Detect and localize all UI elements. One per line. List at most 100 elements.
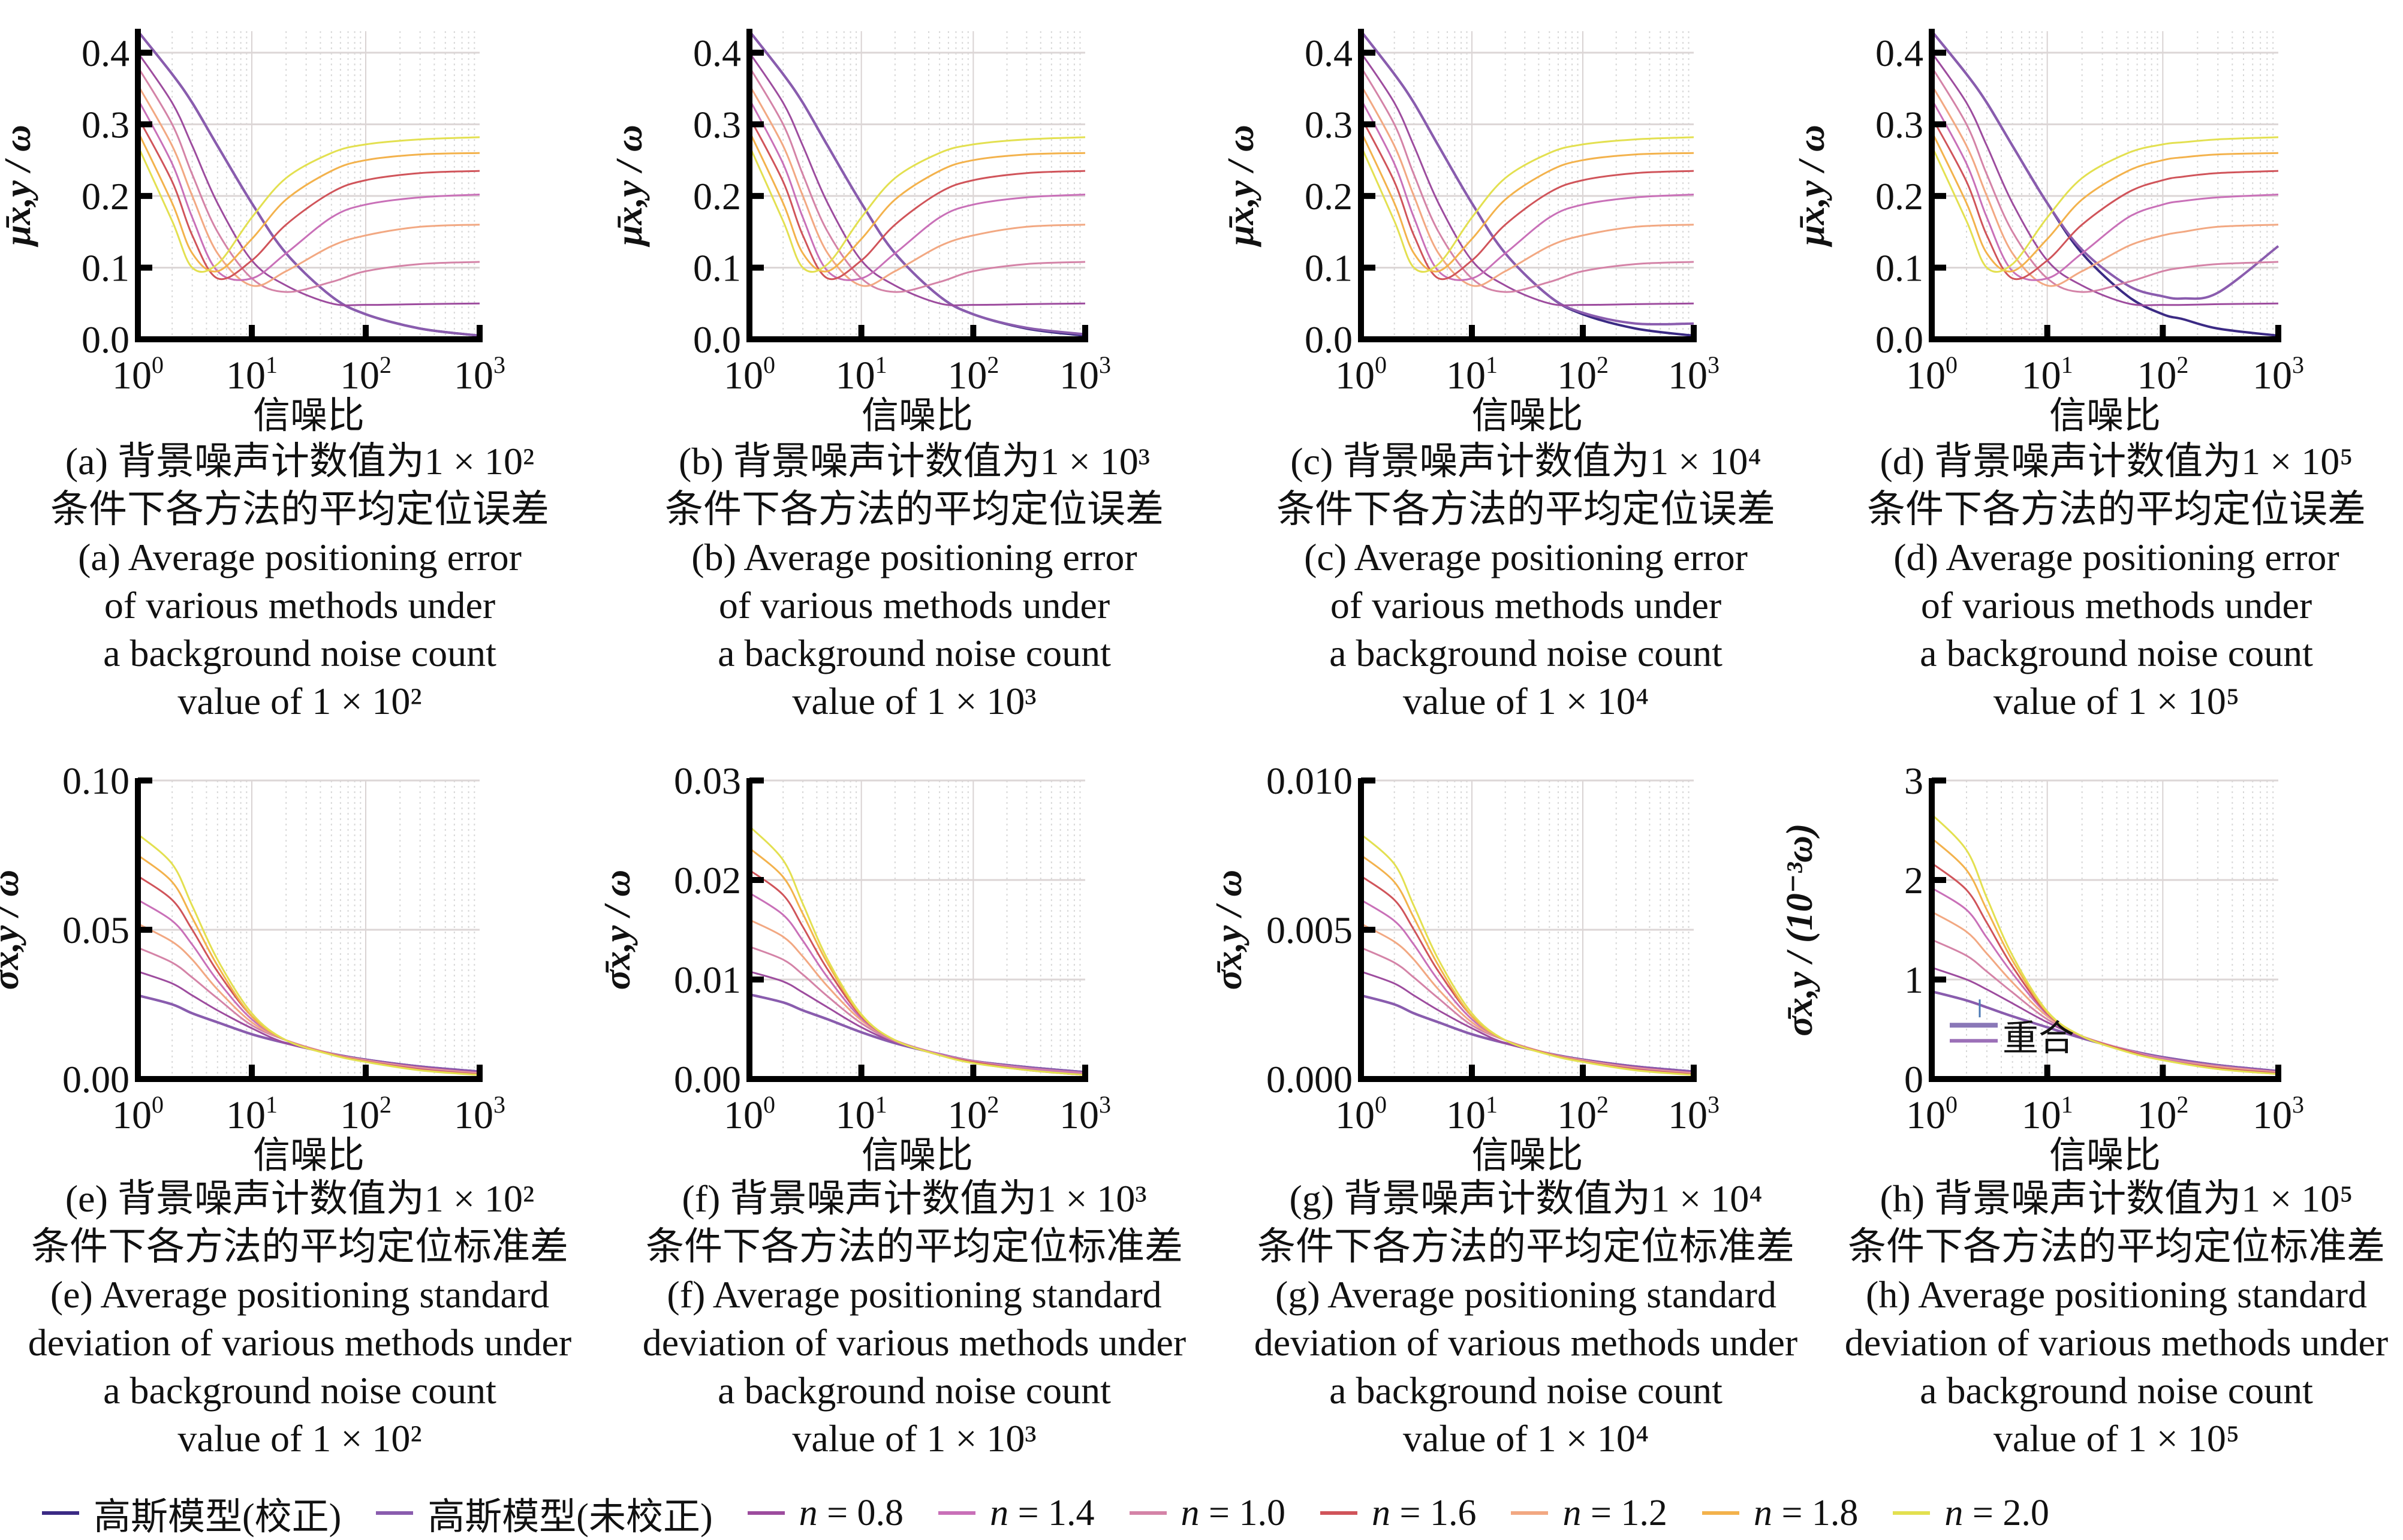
- series-line: [1360, 30, 1694, 326]
- chart-panel-h: 0 1 2 3 100 101 102 103 信噪比 σ̄x,y / (10⁻³ω) 重合: [1779, 760, 2304, 1176]
- y-axis-label: σ̄x,y / ω: [0, 870, 26, 990]
- y-tick-label: 0.4: [693, 32, 741, 74]
- chart-panel-b: 0.0 0.1 0.2 0.3 0.4 100 101 102 103 信噪比 μ̄x,y / ω: [609, 29, 1111, 436]
- series-line: [1931, 116, 2279, 281]
- y-tick-label: 0.4: [1875, 32, 1923, 74]
- y-axis-label: μ̄x,y / ω: [609, 125, 650, 248]
- series-line: [749, 945, 1086, 1074]
- series-line: [749, 993, 1086, 1074]
- y-tick-label: 2: [1904, 859, 1923, 902]
- y-tick-label: 0.00: [62, 1058, 130, 1101]
- legend-swatch: [1893, 1511, 1931, 1515]
- x-axis-label: 信噪比: [2049, 396, 2161, 436]
- caption-en-line: of various methods under: [1330, 584, 1722, 626]
- series-line: [748, 825, 1086, 1076]
- caption-en-line: deviation of various methods under: [642, 1321, 1187, 1364]
- series-line: [137, 84, 480, 287]
- caption-en-line: (b) Average positioning error: [691, 536, 1137, 578]
- x-axis-label: 信噪比: [253, 1135, 365, 1176]
- legend-swatch: [42, 1511, 79, 1515]
- series-line: [1360, 994, 1694, 1073]
- caption-c: (c) 背景噪声计数值为1 × 10⁴ 条件下各方法的平均定位误差 (c) Aver…: [1226, 438, 1826, 725]
- legend-label: n = 1.0: [1181, 1492, 1285, 1533]
- series-line: [137, 67, 480, 293]
- series-line: [748, 52, 1086, 306]
- x-tick-label: 101: [226, 1091, 278, 1137]
- caption-zh-line: 条件下各方法的平均定位误差: [1276, 488, 1775, 531]
- series-line: [1931, 67, 2279, 293]
- series-line: [749, 971, 1086, 1074]
- x-tick-label: 103: [1668, 351, 1720, 397]
- legend-swatch: [1511, 1511, 1549, 1515]
- caption-h: (h) 背景噪声计数值为1 × 10⁵ 条件下各方法的平均定位标准差 (h) Ave…: [1817, 1175, 2403, 1463]
- series-line: [748, 67, 1086, 293]
- caption-en-line: of various methods under: [104, 584, 496, 626]
- x-tick-label: 102: [1557, 1091, 1609, 1137]
- series-line: [1360, 52, 1694, 306]
- x-tick-label: 102: [2137, 1091, 2188, 1137]
- chart-panel-a: 0.0 0.1 0.2 0.3 0.4 100 101 102 103 信噪比 μ̄x,y / ω: [0, 29, 505, 436]
- y-tick-label: 0.03: [674, 760, 741, 802]
- series-line: [1360, 947, 1694, 1074]
- x-tick-label: 101: [226, 351, 278, 397]
- series-line: [137, 994, 480, 1073]
- series-line: [1360, 971, 1694, 1074]
- caption-en-line: value of 1 × 10⁵: [1993, 1417, 2240, 1460]
- series-line: [1360, 131, 1694, 273]
- y-tick-label: 0.0: [82, 318, 130, 361]
- y-tick-label: 0.01: [674, 959, 741, 1001]
- legend-item: n = 0.8: [747, 1492, 904, 1535]
- legend-item: n = 1.2: [1511, 1492, 1667, 1535]
- caption-en-line: value of 1 × 10³: [792, 1417, 1037, 1460]
- caption-a: (a) 背景噪声计数值为1 × 10² 条件下各方法的平均定位误差 (a) Aver…: [0, 438, 600, 725]
- caption-en-line: (d) Average positioning error: [1893, 536, 2339, 578]
- caption-en-line: a background noise count: [103, 1369, 496, 1412]
- series-line: [1931, 911, 2279, 1074]
- caption-en-line: a background noise count: [103, 632, 496, 674]
- series-line: [1931, 136, 2279, 273]
- caption-en-line: value of 1 × 10⁴: [1402, 1417, 1649, 1460]
- caption-zh-line: 条件下各方法的平均定位误差: [1867, 488, 2366, 531]
- series-line: [748, 30, 1086, 336]
- caption-en-line: value of 1 × 10²: [177, 1417, 422, 1460]
- caption-zh-line: (a) 背景噪声计数值为1 × 10²: [65, 440, 535, 483]
- legend-item: n = 1.4: [938, 1492, 1095, 1535]
- legend-item: n = 1.6: [1320, 1492, 1476, 1535]
- series-line: [748, 131, 1086, 273]
- x-tick-label: 102: [947, 1091, 999, 1137]
- caption-en-line: (e) Average positioning standard: [50, 1273, 550, 1316]
- y-tick-label: 0.0: [693, 318, 741, 361]
- series-line: [137, 971, 480, 1074]
- y-tick-label: 0.1: [1305, 246, 1353, 289]
- series-line: [1360, 994, 1694, 1073]
- y-axis-label: σ̄x,y / ω: [597, 870, 638, 990]
- series-line: [1931, 966, 2279, 1072]
- caption-d: (d) 背景噪声计数值为1 × 10⁵ 条件下各方法的平均定位误差 (d) Aver…: [1817, 438, 2403, 725]
- chart-panel-g: 0.000 0.005 0.010 100 101 102 103 信噪比 σ̄x,y / ω: [1209, 760, 1720, 1176]
- series-line: [1931, 98, 2279, 281]
- x-axis-label: 信噪比: [1471, 396, 1583, 436]
- legend-label: 高斯模型(未校正): [427, 1497, 713, 1538]
- caption-zh-line: (b) 背景噪声计数值为1 × 10³: [679, 440, 1150, 483]
- caption-en-line: value of 1 × 10²: [177, 680, 422, 722]
- caption-en-line: value of 1 × 10⁵: [1993, 680, 2240, 722]
- series-line: [748, 98, 1086, 281]
- legend-item: 高斯模型(校正): [42, 1486, 341, 1540]
- caption-en-line: (g) Average positioning standard: [1275, 1273, 1776, 1316]
- series-line: [137, 52, 480, 306]
- x-axis-label: 信噪比: [1471, 1135, 1583, 1176]
- caption-g: (g) 背景噪声计数值为1 × 10⁴ 条件下各方法的平均定位标准差 (g) Ave…: [1226, 1175, 1826, 1463]
- y-axis-label: μ̄x,y / ω: [1221, 125, 1261, 248]
- y-axis-label: μ̄x,y / ω: [1791, 125, 1832, 248]
- x-tick-label: 103: [1668, 1091, 1720, 1137]
- legend-label: n = 1.4: [990, 1492, 1095, 1533]
- x-axis-label: 信噪比: [253, 396, 365, 436]
- series-line: [749, 993, 1086, 1074]
- caption-en-line: (f) Average positioning standard: [667, 1273, 1162, 1316]
- x-tick-label: 102: [947, 351, 999, 397]
- x-tick-label: 100: [1906, 351, 1958, 397]
- legend-label: n = 1.8: [1753, 1492, 1859, 1533]
- series-line: [1360, 833, 1694, 1076]
- caption-zh-line: 条件下各方法的平均定位标准差: [646, 1225, 1183, 1268]
- series-line: [1360, 923, 1694, 1075]
